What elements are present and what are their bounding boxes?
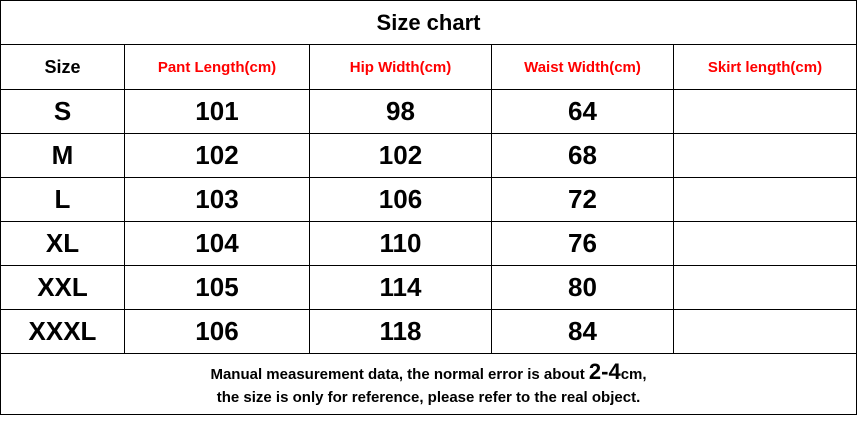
- chart-title: Size chart: [0, 0, 857, 45]
- table-row: M 102 102 68: [0, 133, 857, 178]
- cell-skirt-length: [672, 133, 857, 178]
- cell-waist-width: 76: [491, 221, 674, 266]
- cell-hip-width: 110: [309, 221, 492, 266]
- table-row: XL 104 110 76: [0, 221, 857, 266]
- footer-error-range: 2-4: [588, 358, 621, 384]
- cell-skirt-length: [672, 221, 857, 266]
- cell-waist-width: 84: [491, 309, 674, 354]
- cell-skirt-length: [672, 177, 857, 222]
- table-row: XXXL 106 118 84: [0, 309, 857, 354]
- footer-line1-suffix: cm,: [620, 365, 647, 383]
- header-skirt-length: Skirt length(cm): [672, 44, 857, 90]
- cell-waist-width: 80: [491, 265, 674, 310]
- cell-skirt-length: [672, 89, 857, 134]
- cell-hip-width: 114: [309, 265, 492, 310]
- header-row: Size Pant Length(cm) Hip Width(cm) Waist…: [0, 44, 857, 90]
- cell-pant-length: 104: [124, 221, 310, 266]
- cell-size: XXXL: [0, 309, 125, 354]
- cell-waist-width: 72: [491, 177, 674, 222]
- cell-pant-length: 101: [124, 89, 310, 134]
- cell-size: M: [0, 133, 125, 178]
- header-pant-length: Pant Length(cm): [124, 44, 310, 90]
- cell-hip-width: 106: [309, 177, 492, 222]
- header-size: Size: [0, 44, 125, 90]
- cell-size: L: [0, 177, 125, 222]
- cell-hip-width: 118: [309, 309, 492, 354]
- table-row: S 101 98 64: [0, 89, 857, 134]
- cell-skirt-length: [672, 309, 857, 354]
- footer-note: Manual measurement data, the normal erro…: [0, 353, 857, 415]
- cell-hip-width: 98: [309, 89, 492, 134]
- header-hip-width: Hip Width(cm): [309, 44, 492, 90]
- cell-size: XL: [0, 221, 125, 266]
- cell-size: S: [0, 89, 125, 134]
- table-row: XXL 105 114 80: [0, 265, 857, 310]
- cell-pant-length: 103: [124, 177, 310, 222]
- footer-line2: the size is only for reference, please r…: [216, 388, 641, 406]
- table-row: L 103 106 72: [0, 177, 857, 222]
- footer-line1-prefix: Manual measurement data, the normal erro…: [210, 365, 589, 383]
- cell-pant-length: 106: [124, 309, 310, 354]
- cell-waist-width: 68: [491, 133, 674, 178]
- cell-hip-width: 102: [309, 133, 492, 178]
- header-waist-width: Waist Width(cm): [491, 44, 674, 90]
- cell-waist-width: 64: [491, 89, 674, 134]
- cell-pant-length: 102: [124, 133, 310, 178]
- cell-size: XXL: [0, 265, 125, 310]
- cell-pant-length: 105: [124, 265, 310, 310]
- cell-skirt-length: [672, 265, 857, 310]
